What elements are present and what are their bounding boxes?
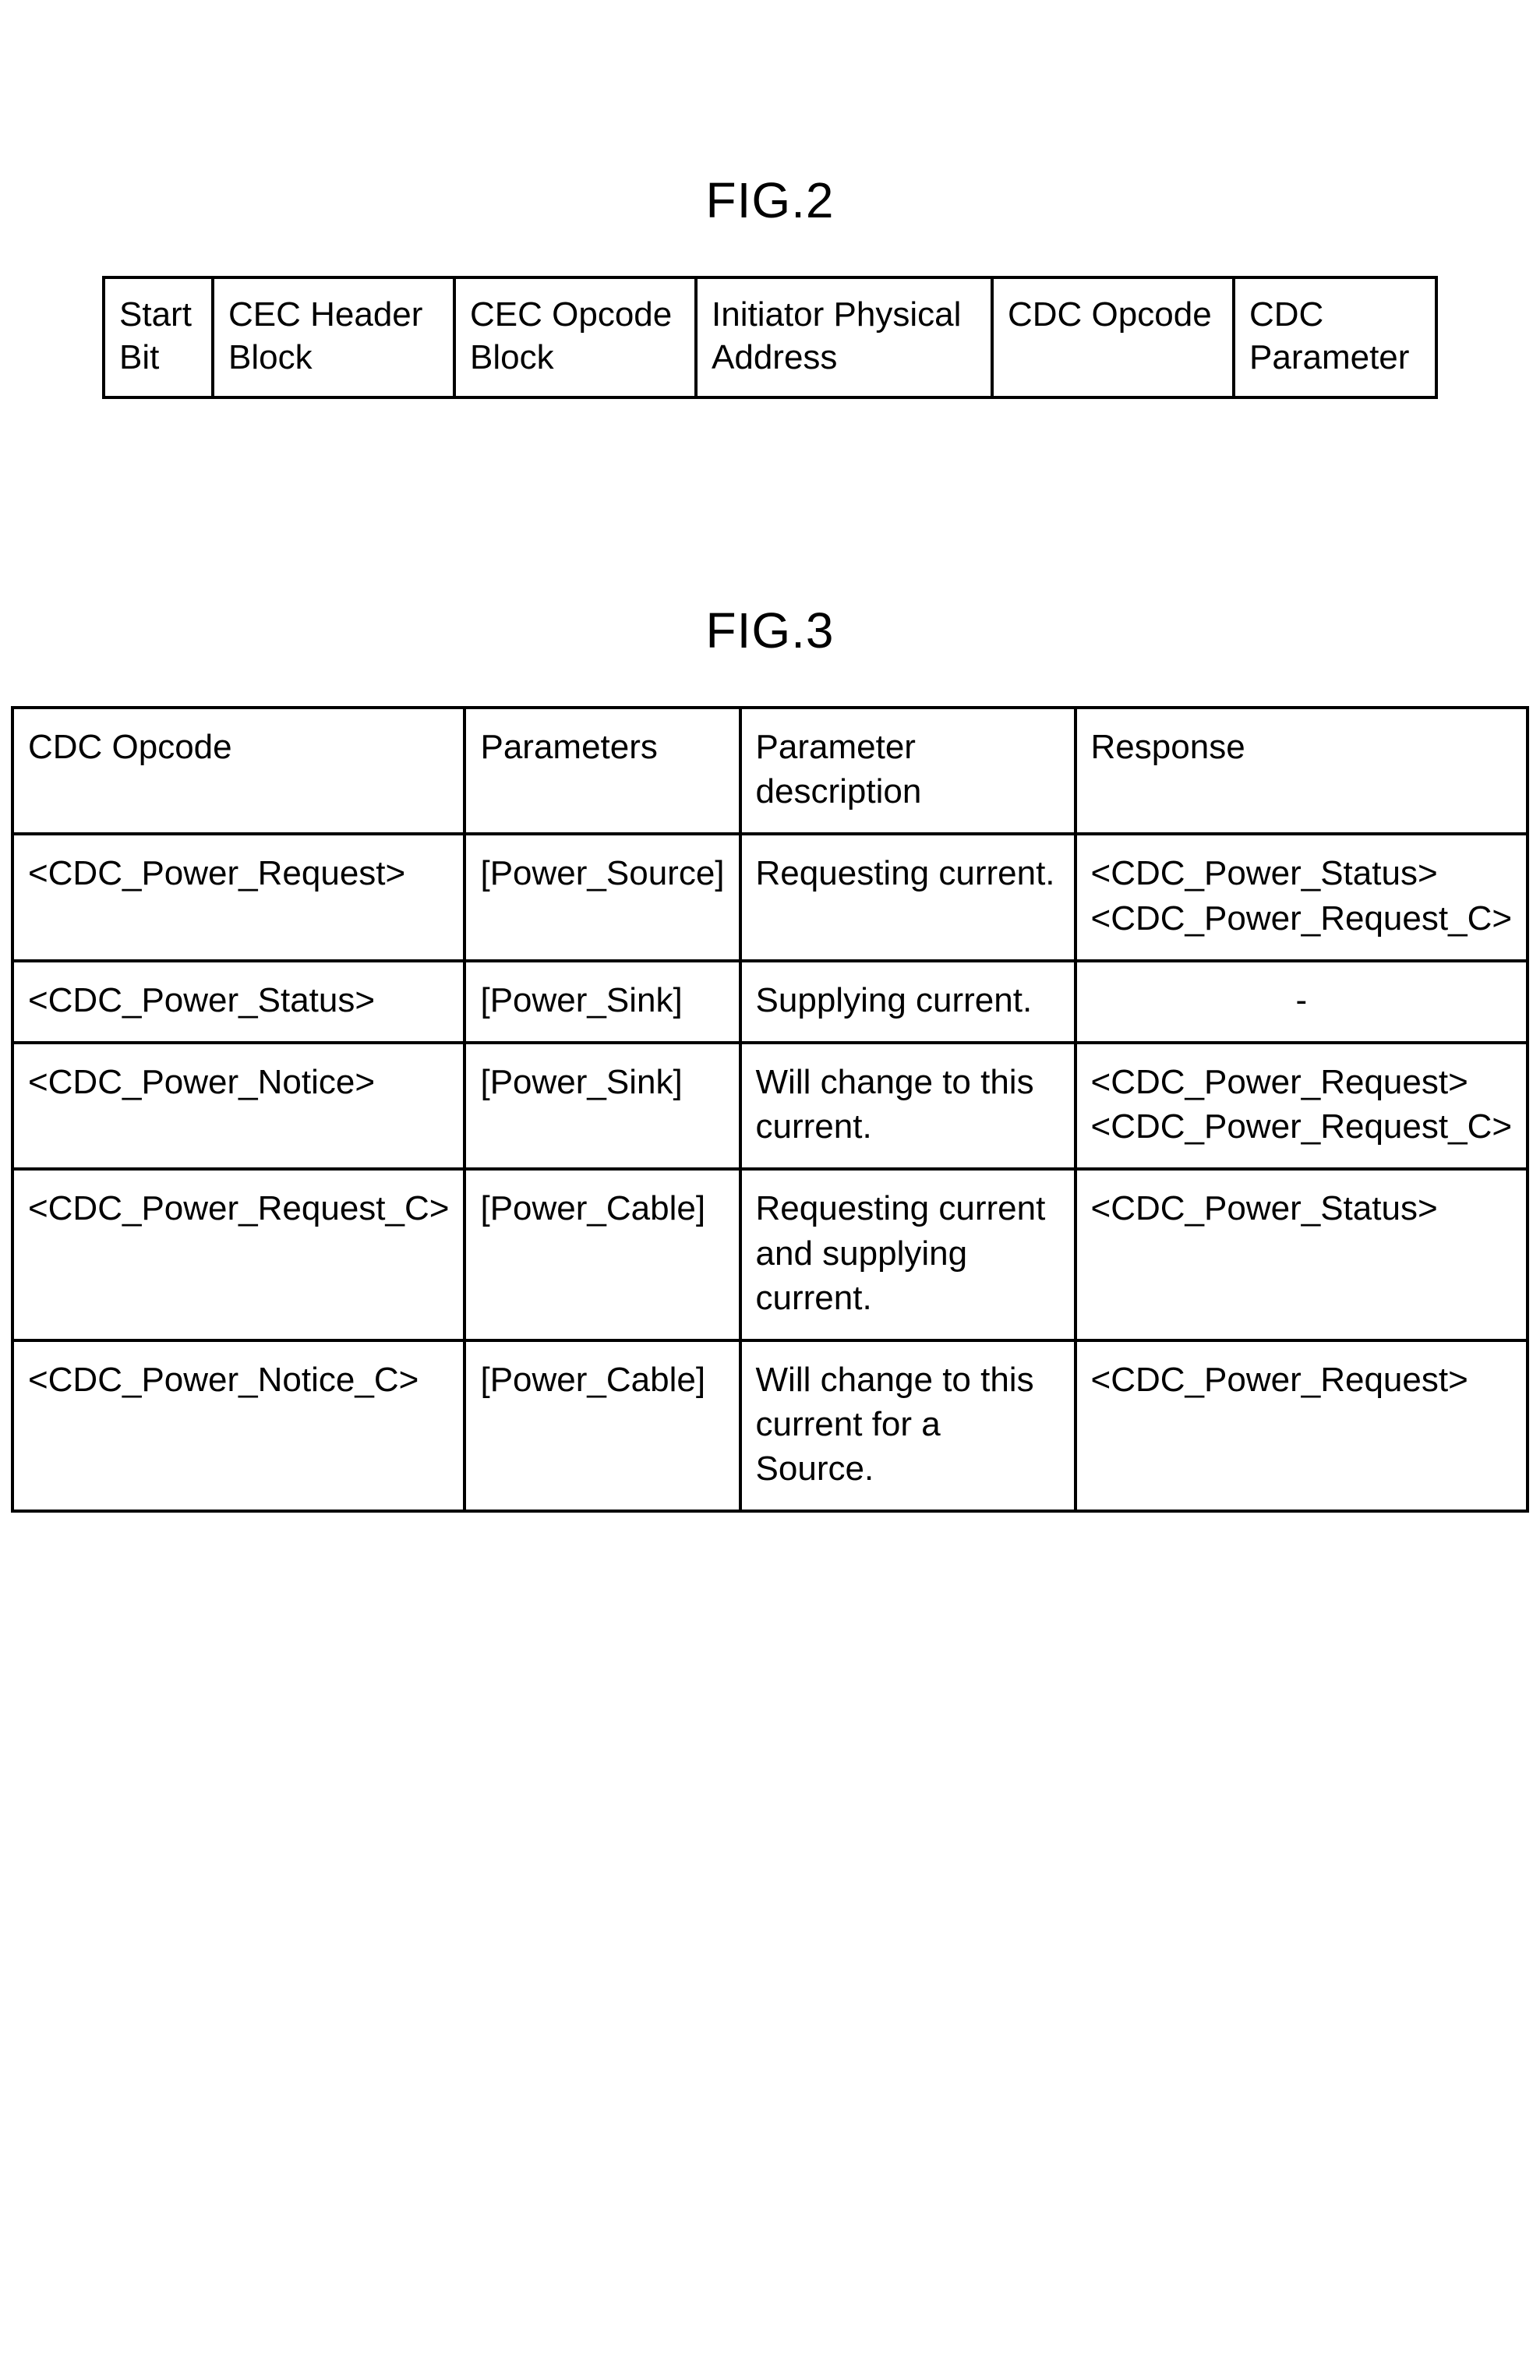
fig3-cell-paramdesc: Requesting current and supplying current… [740,1169,1076,1340]
fig3-cell-paramdesc: Will change to this current for a Source… [740,1340,1076,1512]
fig2-table: StartBit CEC HeaderBlock CEC OpcodeBlock… [102,276,1438,399]
fig3-cell-response: <CDC_Power_Status><CDC_Power_Request_C> [1076,834,1528,960]
fig2-cell-start-bit: StartBit [104,277,213,397]
fig3-col-response: Response [1076,708,1528,834]
fig2-cell-cdc-opcode: CDC Opcode [992,277,1234,397]
fig2-cell-cdc-param: CDCParameter [1234,277,1436,397]
fig3-cell-response: - [1076,961,1528,1043]
fig3-row: <CDC_Power_Notice_C> [Power_Cable] Will … [12,1340,1528,1512]
fig3-cell-opcode: <CDC_Power_Request_C> [12,1169,465,1340]
fig3-label: FIG.3 [0,602,1540,659]
page: FIG.2 StartBit CEC HeaderBlock CEC Opcod… [0,0,1540,2380]
fig3-cell-opcode: <CDC_Power_Notice> [12,1043,465,1169]
fig2-cell-cec-header: CEC HeaderBlock [213,277,454,397]
fig2-row: StartBit CEC HeaderBlock CEC OpcodeBlock… [104,277,1436,397]
fig3-row: <CDC_Power_Request_C> [Power_Cable] Requ… [12,1169,1528,1340]
fig3-body: <CDC_Power_Request> [Power_Source] Reque… [12,834,1528,1511]
fig3-cell-response: <CDC_Power_Status> [1076,1169,1528,1340]
fig3-cell-opcode: <CDC_Power_Status> [12,961,465,1043]
fig3-cell-params: [Power_Cable] [464,1169,740,1340]
fig2-label: FIG.2 [0,171,1540,229]
fig3-cell-response: <CDC_Power_Request> [1076,1340,1528,1512]
fig3-col-params: Parameters [464,708,740,834]
fig3-table: CDC Opcode Parameters Parameter descript… [11,706,1529,1513]
fig3-cell-opcode: <CDC_Power_Notice_C> [12,1340,465,1512]
fig3-cell-paramdesc: Requesting current. [740,834,1076,960]
fig3-row: <CDC_Power_Notice> [Power_Sink] Will cha… [12,1043,1528,1169]
fig3-cell-params: [Power_Sink] [464,961,740,1043]
fig2-cell-cec-opcode: CEC OpcodeBlock [454,277,696,397]
fig3-cell-response: <CDC_Power_Request><CDC_Power_Request_C> [1076,1043,1528,1169]
fig3-cell-paramdesc: Supplying current. [740,961,1076,1043]
fig3-col-opcode: CDC Opcode [12,708,465,834]
fig3-cell-params: [Power_Sink] [464,1043,740,1169]
fig3-cell-opcode: <CDC_Power_Request> [12,834,465,960]
fig3-row: <CDC_Power_Status> [Power_Sink] Supplyin… [12,961,1528,1043]
fig3-cell-params: [Power_Source] [464,834,740,960]
fig2-cell-initiator-addr: Initiator PhysicalAddress [696,277,992,397]
fig3-col-paramdesc: Parameter description [740,708,1076,834]
fig3-header-row: CDC Opcode Parameters Parameter descript… [12,708,1528,834]
fig3-cell-paramdesc: Will change to this current. [740,1043,1076,1169]
fig3-row: <CDC_Power_Request> [Power_Source] Reque… [12,834,1528,960]
fig3-cell-params: [Power_Cable] [464,1340,740,1512]
